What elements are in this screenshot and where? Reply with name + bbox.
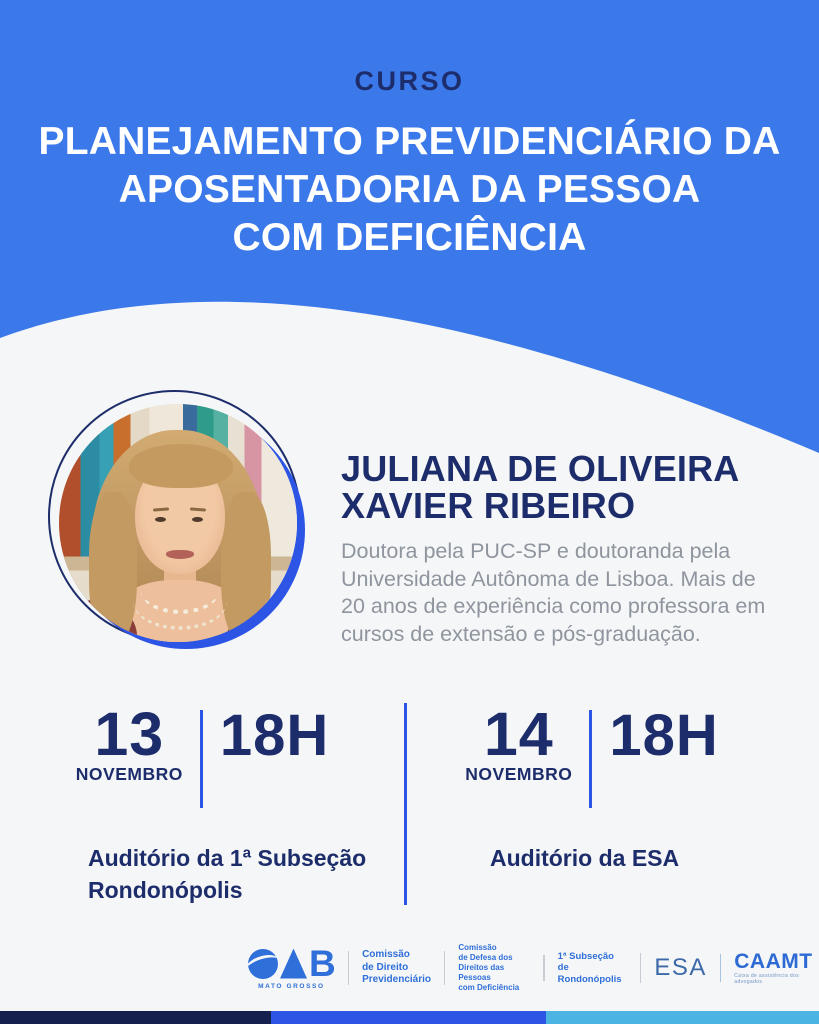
session-1-time: 18H — [219, 703, 330, 768]
org-defesa-deficiencia: Comissão de Defesa dos Direitos das Pess… — [458, 943, 530, 993]
title-line-1: PLANEJAMENTO PREVIDENCIÁRIO DA — [38, 120, 781, 163]
caamt-logo: CAAMT Caixa de assistência dos advogados — [734, 949, 819, 985]
page-title: PLANEJAMENTO PREVIDENCIÁRIO DA APOSENTAD… — [0, 118, 819, 262]
session-2-divider — [589, 710, 593, 808]
org-subsecao-rondonopolis: 1ª Subseção de Rondonópolis — [558, 951, 627, 986]
session-2-location-line-1: Auditório da ESA — [490, 845, 680, 871]
pearl-necklace-strand-2 — [133, 572, 227, 630]
strip-navy-segment — [0, 1011, 271, 1024]
sessions-section: 13 NOVEMBRO 18H Auditório da 1ª Subseção… — [0, 700, 819, 910]
org3-line: de Rondonópolis — [557, 962, 622, 985]
session-1-day: 13 — [94, 700, 165, 768]
session-1-location-line-2: Rondonópolis — [88, 877, 243, 903]
speaker-lips — [166, 550, 194, 559]
session-2-time: 18H — [609, 703, 719, 768]
session-1-location-line-1: Auditório da 1ª Subseção — [88, 845, 367, 871]
session-1-month: NOVEMBRO — [75, 764, 183, 784]
speaker-photo — [59, 404, 297, 642]
oab-globe-icon — [248, 948, 278, 979]
speaker-eye-left — [155, 517, 166, 522]
oab-letters: B — [248, 942, 336, 984]
kicker-label: CURSO — [354, 66, 465, 96]
session-1-divider — [199, 710, 203, 808]
org-direito-previdenciario: Comissão de Direito Previdenciário — [362, 949, 431, 987]
org1-line: de Direito — [362, 961, 409, 973]
speaker-bio: Doutora pela PUC-SP e doutoranda pela Un… — [341, 539, 766, 646]
oab-region-label: MATO GROSSO — [258, 982, 325, 990]
strip-sky-segment — [546, 1011, 819, 1024]
esa-logo: ESA — [654, 954, 707, 981]
session-1-date-row: 13 NOVEMBRO 18H — [0, 700, 405, 808]
sessions-center-divider — [404, 703, 407, 905]
title-line-3: COM DEFICIÊNCIA — [232, 216, 587, 259]
oab-logo: B MATO GROSSO — [248, 942, 336, 990]
session-2: 14 NOVEMBRO 18H Auditório da ESA — [405, 700, 819, 910]
title-line-2: APOSENTADORIA DA PESSOA — [118, 168, 701, 211]
session-1-date: 13 NOVEMBRO — [75, 700, 183, 785]
footer-divider — [347, 951, 350, 985]
footer-divider — [719, 954, 722, 982]
session-2-day: 14 — [483, 700, 554, 768]
session-2-date-row: 14 NOVEMBRO 18H — [405, 700, 779, 808]
footer-divider — [640, 953, 642, 983]
org3-line: 1ª Subseção — [557, 950, 614, 962]
org2-line: Direitos das Pessoas — [458, 963, 505, 982]
hair-lock-right — [221, 492, 271, 642]
org2-line: de Defesa dos — [458, 953, 513, 962]
speaker-eye-right — [192, 517, 203, 522]
org1-line: Comissão — [362, 949, 410, 961]
oab-globe-meridian — [248, 950, 278, 979]
org2-line: Comissão — [458, 943, 497, 952]
footer-logos: B MATO GROSSO Comissão de Direito Previd… — [248, 940, 819, 996]
strip-royal-segment — [271, 1011, 546, 1024]
hair-lock-left — [89, 492, 137, 642]
org1-line: Previdenciário — [362, 974, 431, 986]
session-1: 13 NOVEMBRO 18H Auditório da 1ª Subseção… — [0, 700, 405, 910]
session-1-location: Auditório da 1ª Subseção Rondonópolis — [88, 842, 366, 906]
caamt-tagline: Caixa de assistência dos advogados — [734, 972, 800, 985]
bottom-color-strip — [0, 1011, 819, 1024]
oab-triangle-icon — [280, 948, 307, 979]
footer-divider — [444, 951, 446, 985]
speaker-fringe — [129, 444, 233, 488]
org2-line: com Deficiência — [458, 983, 520, 992]
session-2-location: Auditório da ESA — [490, 842, 679, 874]
footer-divider — [543, 955, 545, 981]
speaker-name-line-1: JULIANA DE OLIVEIRA — [341, 448, 740, 489]
speaker-photo-group — [45, 388, 315, 658]
speaker-name-line-2: XAVIER RIBEIRO — [341, 485, 636, 526]
session-2-date: 14 NOVEMBRO — [465, 700, 573, 785]
caamt-wordmark: CAAMT — [734, 949, 813, 973]
oab-letter-b: B — [309, 942, 336, 984]
speaker-name: JULIANA DE OLIVEIRA XAVIER RIBEIRO — [341, 450, 740, 524]
session-2-month: NOVEMBRO — [465, 764, 573, 784]
